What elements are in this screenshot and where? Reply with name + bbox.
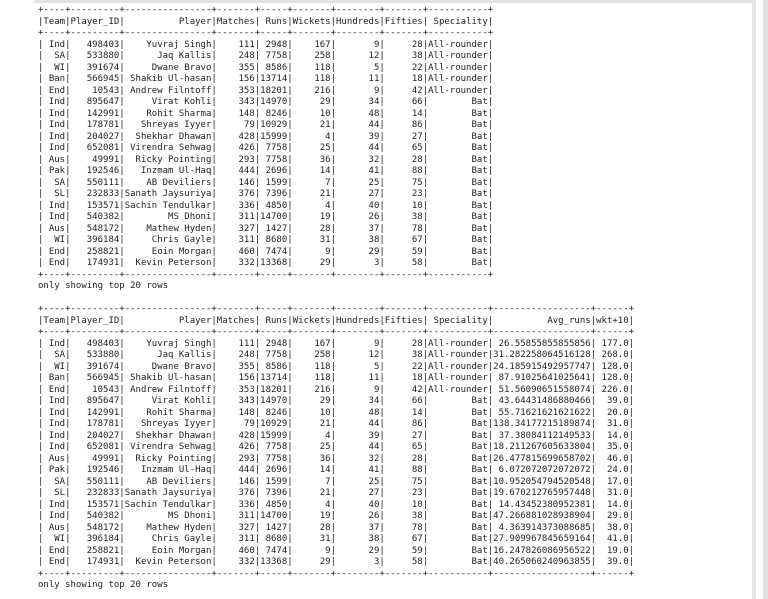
dataframe-output-1: +----+---------+----------------+-------… [38, 5, 494, 291]
console-output: +----+---------+----------------+-------… [38, 5, 634, 592]
output-pane-scrollbar[interactable] [752, 0, 756, 599]
window-scrollbar[interactable] [763, 0, 768, 599]
dataframe-output-2: +----+---------+----------------+-------… [38, 304, 635, 590]
cell-top-border [34, 0, 753, 3]
